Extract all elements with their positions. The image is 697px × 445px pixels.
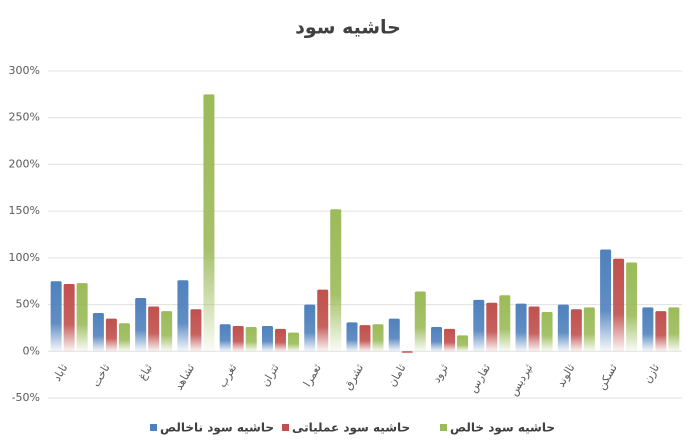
bar bbox=[359, 325, 371, 352]
y-tick-label: 50% bbox=[16, 298, 40, 311]
legend-label: حاشیه سود ناخالص bbox=[160, 421, 274, 436]
x-tick-label: ثاخت bbox=[89, 362, 112, 389]
bar bbox=[50, 281, 62, 352]
x-tick-label: ثعمرا bbox=[301, 362, 324, 389]
y-tick-label: 300% bbox=[9, 64, 40, 77]
bar bbox=[570, 309, 582, 352]
bar bbox=[499, 295, 511, 352]
bar bbox=[203, 94, 215, 352]
y-tick-label: 0% bbox=[23, 344, 40, 357]
bar bbox=[232, 326, 244, 352]
legend-marker bbox=[282, 424, 289, 431]
bar bbox=[642, 307, 654, 352]
bar bbox=[414, 291, 426, 352]
chart-title: حاشیه سود bbox=[295, 17, 401, 39]
y-tick-label: 150% bbox=[9, 204, 40, 217]
bar bbox=[600, 249, 612, 352]
x-tick-label: ثسکن bbox=[595, 362, 620, 392]
x-tick-label: ثباغ bbox=[135, 362, 154, 383]
bar bbox=[177, 280, 189, 352]
bar bbox=[304, 304, 316, 352]
bar bbox=[583, 307, 595, 352]
bar bbox=[473, 299, 485, 352]
bar bbox=[330, 209, 342, 352]
y-tick-label: -50% bbox=[12, 391, 40, 404]
x-tick-label: ثفارس bbox=[466, 362, 493, 395]
bar bbox=[161, 311, 173, 352]
bar bbox=[372, 324, 384, 352]
bar bbox=[515, 303, 527, 352]
legend-label: حاشیه سود خالص bbox=[450, 421, 555, 436]
bar bbox=[317, 289, 329, 352]
bar bbox=[245, 326, 257, 352]
bar bbox=[668, 307, 680, 352]
x-tick-label: ثغرب bbox=[216, 362, 240, 390]
bar bbox=[63, 284, 75, 352]
bar bbox=[388, 318, 400, 352]
bar bbox=[401, 351, 413, 354]
x-tick-label: ثپردیس bbox=[507, 362, 535, 398]
bar bbox=[541, 312, 553, 352]
x-tick-label: ثرود bbox=[430, 362, 451, 385]
x-tick-label: ثشاهد bbox=[172, 362, 197, 393]
bar bbox=[431, 326, 443, 352]
bar bbox=[486, 302, 498, 352]
legend-marker bbox=[440, 424, 447, 431]
bar bbox=[190, 309, 202, 352]
bar bbox=[135, 298, 147, 352]
legend-label: حاشیه سود عملیاتی bbox=[292, 421, 410, 436]
legend-marker bbox=[150, 424, 157, 431]
x-tick-label: ثالوند bbox=[554, 362, 577, 390]
bar bbox=[655, 311, 667, 352]
y-tick-label: 200% bbox=[9, 157, 40, 170]
y-tick-label: 250% bbox=[9, 111, 40, 124]
bar bbox=[76, 283, 88, 352]
bar bbox=[148, 306, 160, 352]
x-tick-label: ثامان bbox=[385, 362, 408, 389]
x-tick-label: ثشرق bbox=[341, 362, 366, 392]
y-tick-label: 100% bbox=[9, 251, 40, 264]
bar bbox=[557, 304, 569, 352]
bar bbox=[287, 332, 299, 352]
bar bbox=[118, 323, 130, 352]
bar bbox=[346, 322, 358, 352]
bar bbox=[444, 328, 456, 352]
bar bbox=[626, 262, 638, 352]
bar bbox=[92, 312, 104, 352]
x-tick-label: ثاباد bbox=[50, 362, 70, 384]
bar bbox=[457, 335, 469, 352]
bar bbox=[528, 306, 540, 352]
bar bbox=[219, 324, 231, 352]
bar bbox=[105, 318, 117, 352]
x-tick-label: ثازن bbox=[641, 362, 662, 386]
bar bbox=[261, 326, 273, 352]
x-tick-label: ثتران bbox=[259, 362, 282, 389]
bar bbox=[274, 328, 286, 352]
bar bbox=[613, 258, 625, 352]
